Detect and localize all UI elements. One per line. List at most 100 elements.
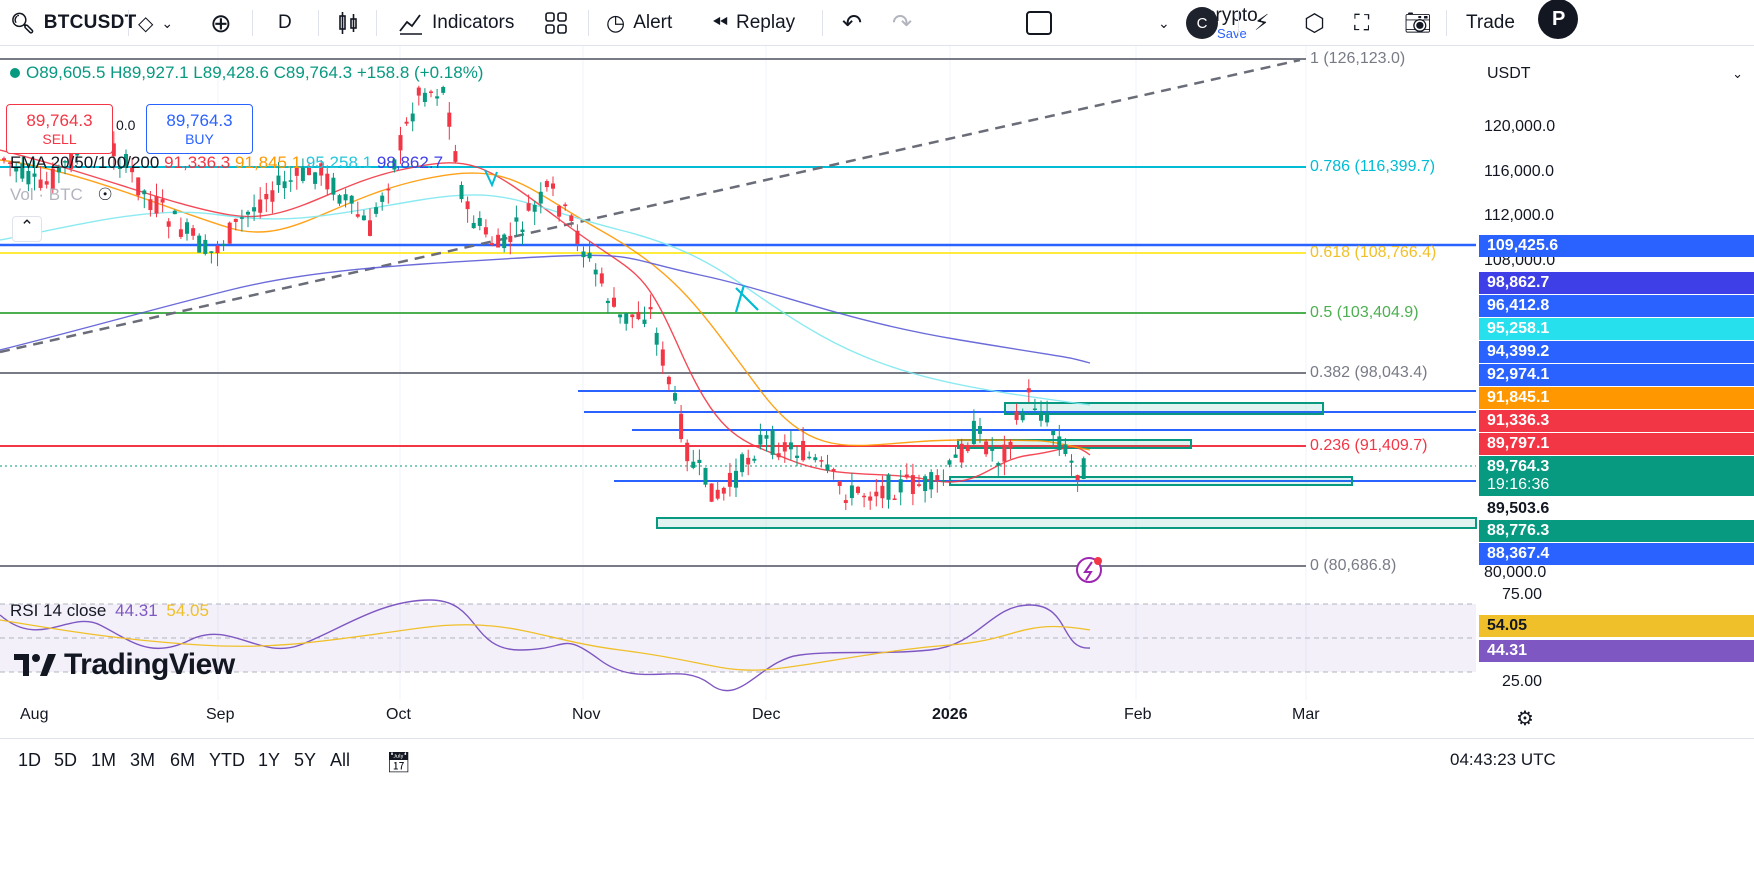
candle-body [599, 273, 604, 284]
range-button[interactable]: 5D [54, 750, 78, 770]
check-marker [484, 169, 498, 188]
candle-body [459, 184, 464, 200]
range-button[interactable]: 1Y [258, 750, 281, 770]
undo-button[interactable]: ↶ [842, 6, 862, 40]
chevron-down-icon: ⌄ [161, 14, 174, 31]
candles-icon [339, 12, 357, 34]
candle-body [1069, 460, 1074, 463]
compare-button[interactable]: ⊕ [210, 6, 232, 40]
tradingview-logo[interactable]: TradingView [14, 648, 235, 682]
rsi-legend[interactable]: RSI 14 close 44.31 54.05 [10, 601, 209, 621]
spread-value: 0.0 [116, 117, 136, 133]
candle-body [429, 91, 433, 93]
price-tag: 91,336.3 [1479, 410, 1754, 432]
interval-button[interactable]: D [278, 6, 292, 40]
fullscreen-button[interactable]: ⛶ [1354, 6, 1369, 40]
candle-body [398, 135, 403, 151]
price-tag: 88,367.4 [1479, 543, 1754, 565]
candle-body [166, 221, 171, 227]
demand-zone [1004, 402, 1324, 415]
volume-legend[interactable]: Vol · BTC ☉ [10, 185, 113, 205]
chart-type-button[interactable] [336, 6, 360, 40]
search-icon: 🔍︎ [10, 12, 36, 35]
snapshot-button[interactable]: 📷︎ [1404, 6, 1432, 40]
candle-body [1002, 444, 1007, 462]
buy-button[interactable]: 89,764.3 BUY [146, 104, 253, 154]
layout-name-button[interactable]: crypto Save [1206, 2, 1258, 44]
candle-body [849, 485, 854, 499]
candle-body [441, 86, 446, 93]
favorites-dropdown[interactable]: ◇ ⌄ [138, 6, 173, 40]
trade-label: Trade [1466, 12, 1515, 33]
candle-body [392, 159, 397, 170]
trade-button[interactable]: Trade [1466, 6, 1515, 40]
templates-button[interactable] [544, 6, 568, 40]
candle-body [990, 448, 995, 451]
fullscreen-icon: ⛶ [1354, 10, 1370, 35]
settings-button[interactable]: ⬡ [1304, 6, 1325, 40]
profile-button[interactable]: P [1538, 0, 1578, 39]
candle-body [727, 472, 732, 487]
candle-body [246, 211, 250, 215]
candle-body [221, 243, 226, 246]
fib-label-05: 0.5 (103,404.9) [1310, 304, 1419, 321]
square-icon [1026, 11, 1052, 35]
user-menu[interactable]: C [1186, 6, 1218, 40]
time-tick: Mar [1292, 706, 1320, 723]
candle-body [593, 269, 598, 275]
candle-body [508, 235, 513, 243]
undo-icon: ↶ [842, 9, 863, 37]
candle-body [740, 454, 745, 473]
candle-body [514, 217, 519, 222]
candle-body [734, 470, 738, 488]
brand-name: TradingView [64, 648, 235, 681]
indicators-button[interactable]: Indicators [398, 6, 514, 40]
candle-body [404, 121, 409, 124]
alert-button[interactable]: ◷ Alert [606, 6, 672, 40]
currency-select[interactable]: USDT ⌄ [1481, 58, 1751, 90]
range-button[interactable]: 6M [170, 750, 196, 770]
grid-icon [545, 12, 567, 34]
candle-body [892, 498, 897, 500]
goto-date-button[interactable]: 📅︎ [386, 750, 411, 775]
ema20-value: 91,336.3 [164, 153, 231, 172]
candle-body [56, 166, 61, 173]
candle-body [947, 460, 952, 465]
divider [1238, 10, 1239, 36]
divider [128, 10, 129, 36]
rsi-name: RSI 14 close [10, 601, 107, 620]
layout-dropdown[interactable]: ⌄ [1158, 6, 1170, 40]
axis-settings-button[interactable]: ⚙︎ [1516, 706, 1534, 731]
quick-search-button[interactable]: ⚡︎ [1254, 6, 1269, 40]
range-button[interactable]: YTD [209, 750, 245, 770]
sell-button[interactable]: 89,764.3 SELL [6, 104, 113, 154]
range-button[interactable]: 5Y [294, 750, 317, 770]
eye-off-icon[interactable]: ☉ [97, 185, 113, 204]
candle-body [868, 496, 873, 501]
candle-body [746, 457, 751, 465]
price-chart[interactable] [0, 0, 1754, 738]
support-zones[interactable] [656, 402, 1477, 529]
candle-body [709, 483, 714, 502]
candle-body [532, 204, 537, 212]
candle-body [691, 461, 696, 468]
range-button[interactable]: 1D [18, 750, 42, 770]
layout-toggle[interactable] [1026, 6, 1052, 40]
replay-button[interactable]: ⏪︎ Replay [712, 6, 795, 40]
candle-body [1051, 430, 1056, 436]
symbol-search[interactable]: 🔍︎ BTCUSDT [4, 6, 143, 40]
candle-body [538, 191, 543, 204]
candle-body [343, 194, 348, 201]
candle-body [252, 207, 257, 212]
calendar-icon: 📅︎ [386, 752, 412, 774]
collapse-legend-button[interactable]: ⌃ [12, 216, 42, 242]
candle-body [660, 349, 665, 366]
sell-label: SELL [42, 130, 77, 147]
range-button[interactable]: 1M [91, 750, 117, 770]
range-button[interactable]: All [330, 750, 351, 770]
redo-button[interactable]: ↷ [892, 6, 912, 40]
ema-legend[interactable]: EMA 20/50/100/200 91,336.3 91,845.1 95,2… [10, 153, 443, 173]
utc-clock[interactable]: 04:43:23 UTC [1450, 750, 1556, 769]
range-button[interactable]: 3M [130, 750, 156, 770]
rsi-tick: 25.00 [1502, 673, 1543, 690]
